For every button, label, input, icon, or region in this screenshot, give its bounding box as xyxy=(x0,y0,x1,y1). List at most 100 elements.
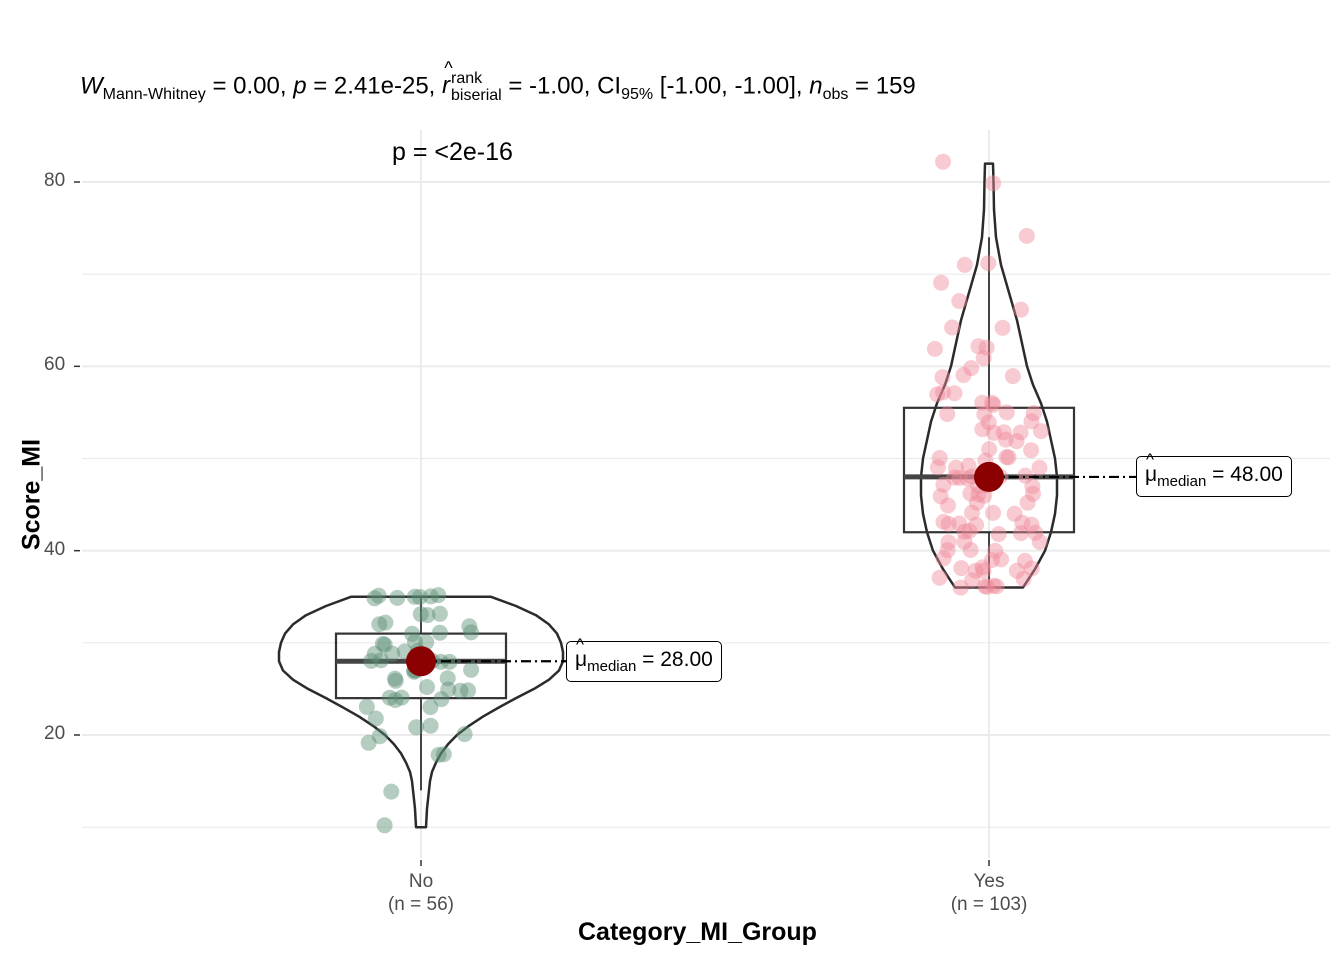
point-no-55 xyxy=(383,783,400,800)
point-no-2 xyxy=(406,588,423,605)
point-yes-65 xyxy=(985,504,1002,521)
point-yes-53 xyxy=(1024,478,1041,495)
point-yes-27 xyxy=(976,406,993,423)
point-yes-36 xyxy=(1008,433,1025,450)
point-no-17 xyxy=(407,633,423,650)
point-yes-32 xyxy=(995,424,1012,441)
point-yes-42 xyxy=(1000,449,1017,466)
point-no-43 xyxy=(433,691,450,708)
median-label-no: μmedian = 28.00 xyxy=(566,635,722,683)
point-yes-44 xyxy=(960,457,977,474)
point-yes-48 xyxy=(951,469,968,486)
point-yes-71 xyxy=(1014,514,1031,531)
x-tick-yes: Yes (n = 103) xyxy=(909,870,1069,916)
point-yes-8 xyxy=(944,319,961,336)
point-yes-7 xyxy=(1013,301,1029,318)
x-tick-yes-count: (n = 103) xyxy=(950,894,1028,915)
y-tick-label-60: 60 xyxy=(44,354,66,376)
point-yes-3 xyxy=(980,255,997,272)
point-no-18 xyxy=(418,634,435,651)
x-tick-no-name: No xyxy=(408,871,434,892)
point-yes-10 xyxy=(970,338,987,355)
point-no-16 xyxy=(376,636,393,653)
point-yes-18 xyxy=(935,384,952,401)
violin-no xyxy=(277,595,565,829)
point-no-52 xyxy=(360,734,377,751)
point-no-50 xyxy=(371,728,388,745)
p-value-annotation: p = <2e-16 xyxy=(392,138,513,166)
point-yes-45 xyxy=(1031,459,1048,476)
point-yes-58 xyxy=(932,488,949,505)
point-no-35 xyxy=(439,670,456,687)
point-yes-89 xyxy=(967,562,984,579)
point-no-53 xyxy=(435,746,452,763)
point-yes-91 xyxy=(975,562,992,579)
point-yes-19 xyxy=(946,385,963,402)
point-yes-87 xyxy=(993,551,1010,568)
point-no-7 xyxy=(412,606,429,623)
point-no-21 xyxy=(366,645,383,662)
x-tick-no-count: (n = 56) xyxy=(387,894,454,915)
point-yes-93 xyxy=(1023,560,1040,577)
point-no-56 xyxy=(376,817,393,834)
point-yes-78 xyxy=(1012,525,1029,542)
point-yes-88 xyxy=(935,550,952,567)
point-yes-76 xyxy=(961,522,978,539)
point-no-8 xyxy=(431,605,448,622)
point-no-44 xyxy=(387,692,404,708)
point-yes-100 xyxy=(979,578,996,595)
point-yes-51 xyxy=(1017,467,1034,484)
point-no-13 xyxy=(463,624,480,641)
point-no-37 xyxy=(452,682,469,699)
point-yes-1 xyxy=(985,175,1002,192)
violin-yes xyxy=(919,162,1059,589)
point-no-30 xyxy=(463,661,480,678)
point-yes-92 xyxy=(974,559,991,576)
point-yes-37 xyxy=(981,441,998,458)
point-no-34 xyxy=(387,670,403,687)
chart-subtitle: WMann-Whitney = 0.00, p = 2.41e-25, rran… xyxy=(80,58,916,104)
point-yes-66 xyxy=(964,504,980,521)
point-yes-15 xyxy=(1004,368,1021,385)
y-tick-label-20: 20 xyxy=(44,723,66,744)
point-yes-90 xyxy=(1008,562,1025,579)
point-yes-63 xyxy=(940,497,956,514)
point-yes-74 xyxy=(990,526,1007,543)
point-yes-98 xyxy=(985,577,1002,594)
point-yes-60 xyxy=(1025,485,1041,502)
point-no-28 xyxy=(363,652,380,669)
point-no-39 xyxy=(440,681,457,698)
point-no-10 xyxy=(377,614,394,631)
point-yes-62 xyxy=(968,494,985,511)
point-no-1 xyxy=(370,587,387,604)
point-no-41 xyxy=(393,689,410,706)
chart-marks xyxy=(74,153,1136,866)
point-yes-24 xyxy=(939,406,956,422)
point-yes-79 xyxy=(956,533,973,550)
point-yes-33 xyxy=(974,421,991,438)
point-yes-4 xyxy=(956,256,973,273)
point-no-42 xyxy=(381,689,398,706)
point-yes-86 xyxy=(984,552,1000,568)
point-yes-12 xyxy=(926,340,943,357)
point-yes-26 xyxy=(1025,405,1042,422)
point-yes-75 xyxy=(956,523,973,540)
point-no-12 xyxy=(371,616,388,633)
median-dot-yes xyxy=(974,461,1004,492)
point-no-46 xyxy=(422,699,439,716)
point-no-22 xyxy=(384,645,401,662)
point-yes-72 xyxy=(935,513,952,530)
point-yes-0 xyxy=(935,153,951,170)
y-tick-label-40: 40 xyxy=(44,538,66,560)
point-no-38 xyxy=(460,682,476,699)
point-yes-95 xyxy=(931,569,948,586)
point-yes-81 xyxy=(1031,533,1048,550)
box-yes xyxy=(902,406,1076,534)
median-label-yes: μmedian = 48.00 xyxy=(1136,450,1292,498)
point-yes-21 xyxy=(974,394,991,411)
point-no-48 xyxy=(408,719,425,736)
point-yes-9 xyxy=(994,319,1011,336)
x-tick-yes-name: Yes xyxy=(973,871,1005,892)
point-yes-47 xyxy=(946,469,963,486)
